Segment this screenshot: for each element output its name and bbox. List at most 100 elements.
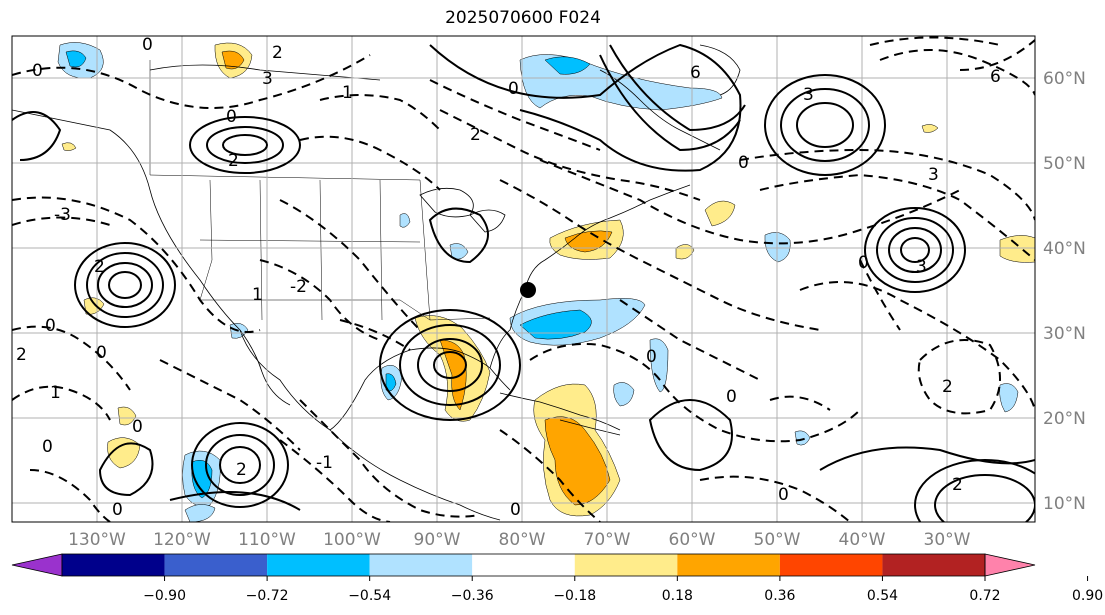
contour-label: 3 bbox=[916, 257, 927, 277]
contour-label: -1 bbox=[316, 453, 333, 473]
contour-label: 0 bbox=[45, 316, 56, 336]
positive-area bbox=[117, 406, 137, 426]
solid-contours bbox=[12, 43, 1035, 522]
latitude-labels: 60°N 50°N 40°N 30°N 20°N 10°N bbox=[1043, 69, 1086, 514]
positive-area bbox=[999, 235, 1035, 263]
contour-label: -2 bbox=[290, 277, 307, 297]
map-area: 0 0 3 2 1 -3 2 0 6 3 0 6 3 3 0 2 0 2 1 -… bbox=[12, 35, 1035, 522]
lon-label: 130°W bbox=[68, 530, 126, 550]
contour-label: 1 bbox=[50, 383, 61, 403]
positive-core bbox=[221, 50, 245, 70]
positive-area bbox=[61, 142, 77, 151]
lat-label: 60°N bbox=[1043, 69, 1086, 89]
contour-label: 0 bbox=[96, 343, 107, 363]
contour-label: 0 bbox=[778, 485, 789, 505]
colorbar-segment bbox=[164, 554, 268, 576]
contour-label: 2 bbox=[94, 257, 105, 277]
contour-label: 0 bbox=[726, 387, 737, 407]
negative-area bbox=[764, 232, 791, 263]
contour-label: 0 bbox=[112, 500, 123, 520]
contour-label: 0 bbox=[142, 35, 153, 55]
contour-label: 0 bbox=[32, 61, 43, 81]
contour-label: 6 bbox=[990, 67, 1001, 87]
contour-label: 0 bbox=[226, 107, 237, 127]
positive-area bbox=[107, 437, 141, 469]
lon-label: 40°W bbox=[839, 530, 886, 550]
colorbar-tick-label: 0.36 bbox=[764, 588, 795, 604]
negative-area bbox=[229, 323, 249, 339]
colorbar-segment bbox=[677, 554, 780, 576]
contour-label: 0 bbox=[132, 417, 143, 437]
negative-area bbox=[399, 213, 411, 228]
contour-label: 0 bbox=[646, 347, 657, 367]
positive-area bbox=[704, 200, 736, 227]
colorbar-tick-label: 0.18 bbox=[662, 588, 693, 604]
contour-label: 0 bbox=[42, 437, 53, 457]
colorbar-segment bbox=[62, 554, 165, 576]
colorbar-extend-high bbox=[984, 553, 1036, 577]
colorbar-tick-label: 0.54 bbox=[867, 588, 898, 604]
negative-core bbox=[544, 56, 591, 75]
contour-labels: 0 0 3 2 1 -3 2 0 6 3 0 6 3 3 0 2 0 2 1 -… bbox=[16, 35, 1001, 520]
negative-area bbox=[794, 430, 811, 446]
contour-label: 3 bbox=[928, 165, 939, 185]
colorbar-segment bbox=[369, 554, 473, 576]
positive-core bbox=[439, 339, 467, 411]
lon-label: 90°W bbox=[414, 530, 461, 550]
longitude-labels: 130°W 120°W 110°W 100°W 90°W 80°W 70°W 6… bbox=[68, 530, 971, 550]
dashed-contours bbox=[12, 36, 1035, 522]
contour-label: 0 bbox=[858, 253, 869, 273]
negative-area bbox=[999, 383, 1019, 413]
lat-label: 20°N bbox=[1043, 409, 1086, 429]
contour-label: 3 bbox=[803, 85, 814, 105]
colorbar-extend-low bbox=[11, 553, 63, 577]
contour-label: 3 bbox=[262, 69, 273, 89]
negative-core bbox=[519, 309, 592, 340]
colorbar-segment bbox=[574, 554, 678, 576]
lon-label: 70°W bbox=[584, 530, 631, 550]
contour-label: 0 bbox=[738, 153, 749, 173]
location-marker bbox=[520, 282, 536, 298]
lat-label: 30°N bbox=[1043, 324, 1086, 344]
contour-label: 6 bbox=[690, 63, 701, 83]
lon-label: 50°W bbox=[754, 530, 801, 550]
colorbar-tick-label: −0.54 bbox=[348, 588, 391, 604]
lat-label: 10°N bbox=[1043, 494, 1086, 514]
colorbar-segment bbox=[472, 554, 575, 576]
map-frame bbox=[11, 35, 1036, 523]
negative-area bbox=[649, 338, 669, 393]
colorbar-tick-label: −0.90 bbox=[143, 588, 186, 604]
contour-label: 2 bbox=[228, 151, 239, 171]
colorbar-tick-label: 0.72 bbox=[969, 588, 1000, 604]
map-title: 2025070600 F024 bbox=[445, 8, 601, 28]
contour-label: 1 bbox=[252, 285, 263, 305]
colorbar: −0.90 −0.72 −0.54 −0.36 −0.18 0.18 0.36 0.54 0.7… bbox=[11, 553, 1103, 604]
colorbar-segment bbox=[882, 554, 985, 576]
lon-label: 60°W bbox=[669, 530, 716, 550]
contour-label: 2 bbox=[470, 125, 481, 145]
shaded-fields bbox=[57, 42, 1035, 522]
contour-label: 2 bbox=[16, 345, 27, 365]
contour-label: 2 bbox=[272, 43, 283, 63]
colorbar-frame bbox=[61, 553, 986, 577]
contour-label: 0 bbox=[508, 79, 519, 99]
lat-label: 40°N bbox=[1043, 239, 1086, 259]
contour-label: 2 bbox=[952, 475, 963, 495]
lat-label: 50°N bbox=[1043, 154, 1086, 174]
negative-area bbox=[184, 504, 216, 522]
colorbar-tick-label: −0.72 bbox=[246, 588, 289, 604]
positive-area bbox=[675, 244, 695, 260]
colorbar-tick-label: 0.90 bbox=[1072, 588, 1103, 604]
contour-label: 0 bbox=[510, 500, 521, 520]
lon-label: 120°W bbox=[153, 530, 211, 550]
negative-core bbox=[65, 50, 87, 68]
contour-label: -3 bbox=[54, 205, 71, 225]
contour-label: 2 bbox=[236, 460, 247, 480]
lon-label: 80°W bbox=[499, 530, 546, 550]
negative-area bbox=[613, 382, 635, 407]
lon-label: 110°W bbox=[238, 530, 296, 550]
colorbar-segment bbox=[779, 554, 883, 576]
lon-label: 100°W bbox=[323, 530, 381, 550]
colorbar-tick-label: −0.36 bbox=[451, 588, 494, 604]
